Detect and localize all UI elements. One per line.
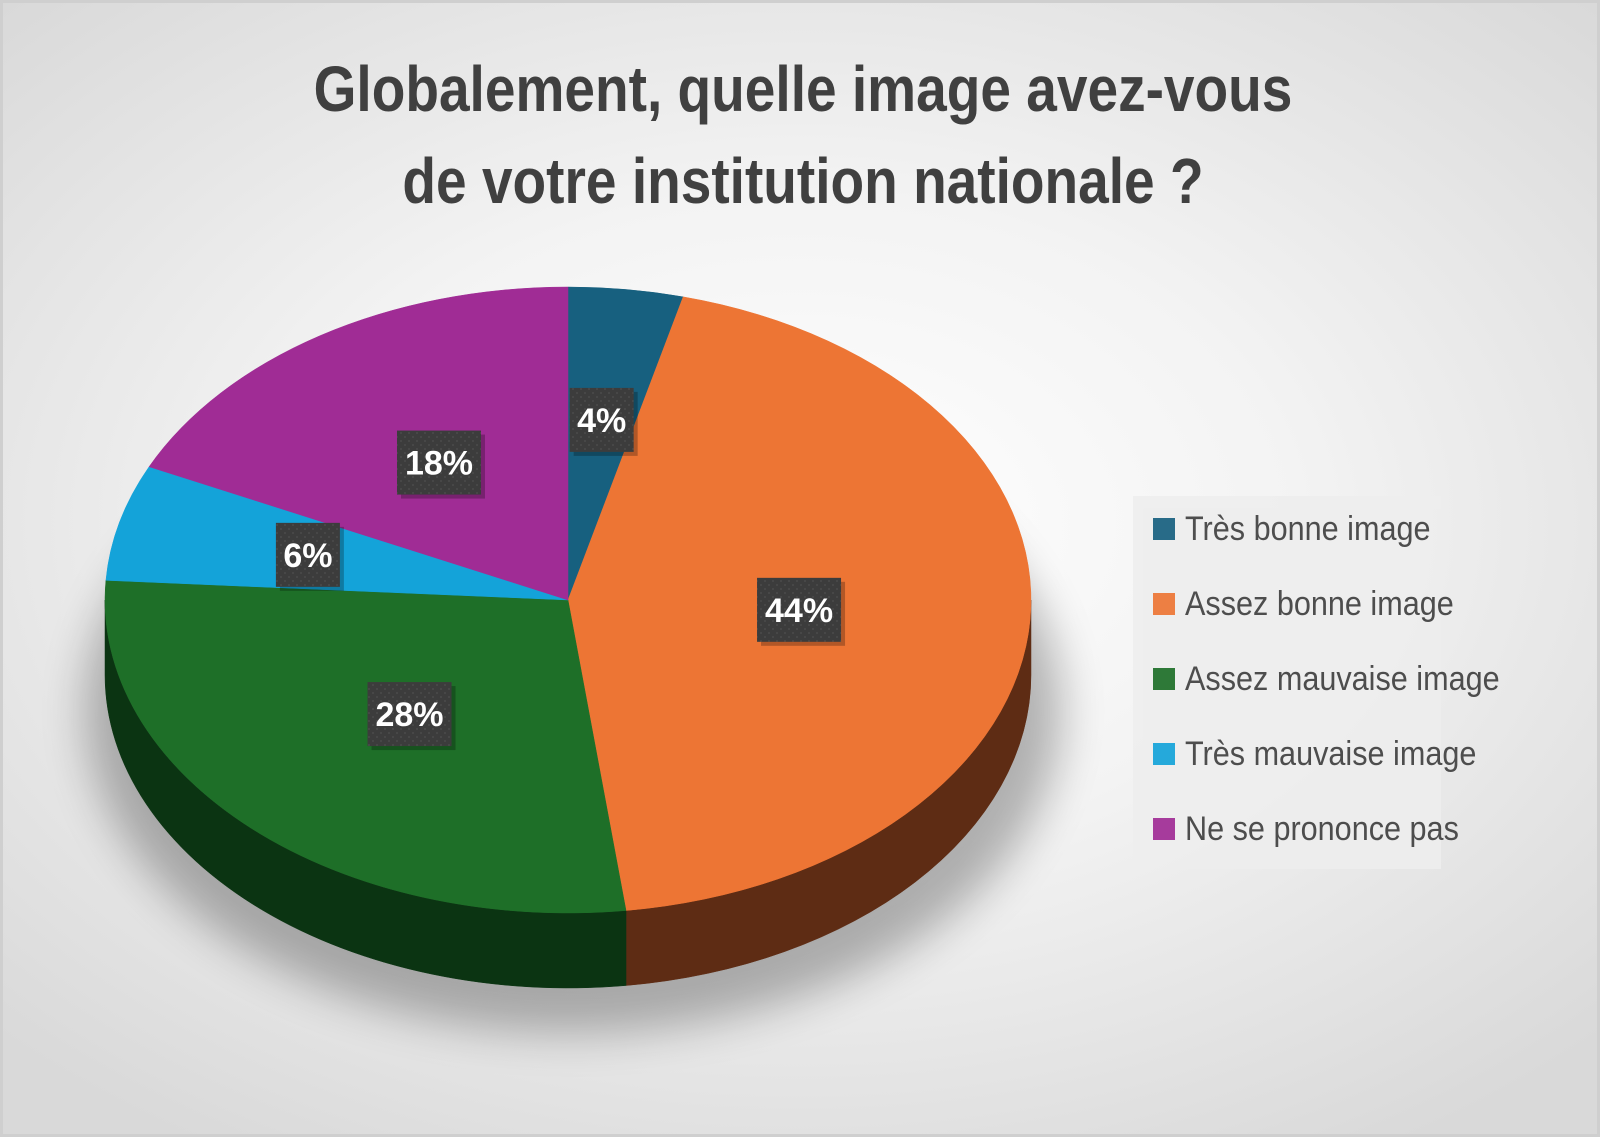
legend-swatch: [1153, 818, 1175, 840]
pie-data-labels: 4% 44% 28% 6% 18%: [275, 387, 846, 751]
legend-swatch: [1153, 743, 1175, 765]
data-label-tres-bonne: 4%: [569, 387, 638, 456]
legend-label: Très mauvaise image: [1185, 734, 1477, 773]
legend-item-tres-bonne: Très bonne image: [1153, 509, 1458, 549]
pie-slices: [104, 286, 1032, 914]
data-label-ne-se-prononce: 18%: [396, 430, 485, 499]
legend-item-assez-mauvaise: Assez mauvaise image: [1153, 659, 1535, 699]
data-label-tres-mauvaise: 6%: [275, 522, 344, 591]
chart-title-line-2: de votre institution nationale ?: [402, 145, 1204, 217]
data-label-text-tres-mauvaise: 6%: [283, 537, 332, 575]
legend-label: Assez bonne image: [1185, 584, 1454, 623]
data-label-assez-mauvaise: 28%: [367, 682, 456, 751]
legend: Très bonne image Assez bonne image Assez m…: [1133, 496, 1500, 869]
data-label-assez-bonne: 44%: [757, 577, 846, 646]
data-label-text-assez-bonne: 44%: [765, 592, 833, 630]
legend-swatch: [1153, 668, 1175, 690]
legend-item-tres-mauvaise: Très mauvaise image: [1153, 734, 1509, 774]
legend-swatch: [1153, 593, 1175, 615]
legend-item-assez-bonne: Assez bonne image: [1153, 584, 1484, 624]
legend-label: Assez mauvaise image: [1185, 659, 1500, 698]
pie-slice-assez-mauvaise: [104, 580, 627, 914]
data-label-text-ne-se-prononce: 18%: [405, 445, 473, 483]
legend-item-ne-se-prononce: Ne se prononce pas: [1153, 809, 1489, 849]
chart-title: Globalement, quelle image avez-vous de v…: [115, 43, 1491, 227]
pie-slice-ne-se-prononce: [148, 286, 569, 601]
legend-label: Très bonne image: [1185, 509, 1431, 548]
legend-swatch: [1153, 518, 1175, 540]
data-label-text-assez-mauvaise: 28%: [375, 696, 443, 734]
pie-chart: 4% 44% 28% 6% 18%: [85, 286, 1061, 1033]
chart-title-line-1: Globalement, quelle image avez-vous: [313, 53, 1293, 125]
legend-label: Ne se prononce pas: [1185, 809, 1459, 848]
data-label-text-tres-bonne: 4%: [577, 402, 626, 440]
